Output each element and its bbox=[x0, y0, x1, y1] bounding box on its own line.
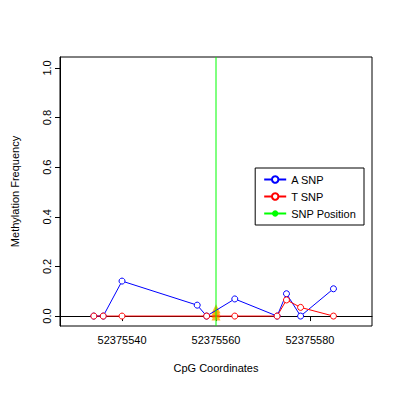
svg-text:0.2: 0.2 bbox=[41, 259, 53, 274]
svg-text:0.6: 0.6 bbox=[41, 160, 53, 175]
svg-text:Methylation Frequency: Methylation Frequency bbox=[9, 135, 21, 247]
svg-text:52375580: 52375580 bbox=[285, 334, 334, 346]
svg-text:T SNP: T SNP bbox=[291, 191, 323, 203]
svg-text:A SNP: A SNP bbox=[291, 174, 323, 186]
svg-text:SNP Position: SNP Position bbox=[291, 208, 356, 220]
svg-text:0.0: 0.0 bbox=[41, 308, 53, 323]
svg-text:1.0: 1.0 bbox=[41, 60, 53, 75]
svg-text:0.8: 0.8 bbox=[41, 110, 53, 125]
svg-text:0.4: 0.4 bbox=[41, 209, 53, 224]
svg-text:52375560: 52375560 bbox=[192, 334, 241, 346]
svg-text:CpG Coordinates: CpG Coordinates bbox=[174, 362, 259, 374]
svg-text:52375540: 52375540 bbox=[98, 334, 147, 346]
